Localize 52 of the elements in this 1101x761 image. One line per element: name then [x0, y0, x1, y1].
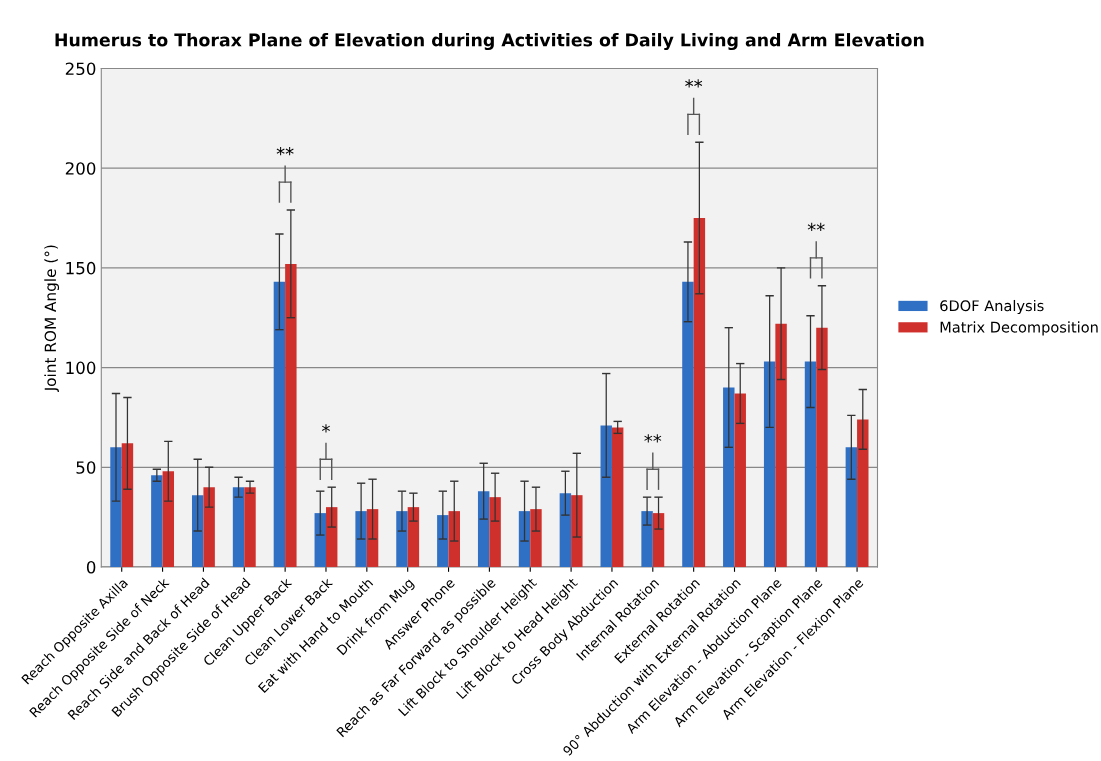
bar	[763, 361, 776, 567]
bar	[325, 507, 338, 567]
annotation: **	[276, 147, 294, 156]
bar	[314, 513, 326, 567]
bar	[600, 425, 612, 567]
bar	[110, 447, 122, 567]
bar	[641, 511, 653, 567]
y-tick-label: 150	[66, 261, 96, 275]
bar	[437, 515, 449, 567]
bar	[530, 509, 542, 567]
bar	[151, 475, 163, 567]
bar	[489, 497, 501, 567]
bar	[723, 387, 735, 567]
bar	[203, 487, 215, 567]
bar	[693, 218, 706, 567]
bar	[816, 327, 828, 567]
bar	[477, 491, 490, 567]
bar	[734, 393, 746, 567]
bar	[652, 513, 665, 567]
bar	[285, 263, 297, 567]
bar	[273, 281, 286, 567]
bar	[162, 471, 175, 567]
bar	[682, 281, 694, 567]
bar	[244, 487, 256, 567]
annotation: **	[807, 222, 825, 232]
bar	[845, 447, 858, 567]
chart-title: Humerus to Thorax Plane of Elevation during Activities of Daily Living and Arm Elevation	[55, 33, 924, 51]
bar	[518, 511, 531, 567]
bar	[571, 495, 583, 567]
y-tick-label: 250	[65, 62, 96, 76]
bar	[121, 443, 134, 567]
y-axis-title: Joint ROM Angle (°)	[44, 245, 60, 393]
bar	[804, 361, 817, 567]
bar	[857, 419, 869, 567]
annotation: **	[644, 434, 662, 443]
bar	[611, 427, 624, 567]
y-tick-label: 200	[65, 162, 96, 175]
legend-label: 6DOF Analysis	[940, 299, 1044, 315]
bar	[396, 511, 408, 567]
bar	[366, 509, 379, 567]
bar	[407, 507, 420, 567]
bar	[232, 487, 245, 567]
annotation: *	[322, 424, 330, 433]
annotation: **	[685, 79, 703, 88]
bar	[448, 511, 460, 567]
legend-label: Matrix Decomposition	[940, 321, 1098, 336]
bar	[775, 323, 787, 567]
bar	[191, 495, 204, 567]
y-tick-label: 50	[76, 461, 96, 474]
y-tick-label: 0	[86, 560, 96, 574]
y-tick-label: 100	[66, 361, 96, 375]
bar	[559, 493, 572, 567]
